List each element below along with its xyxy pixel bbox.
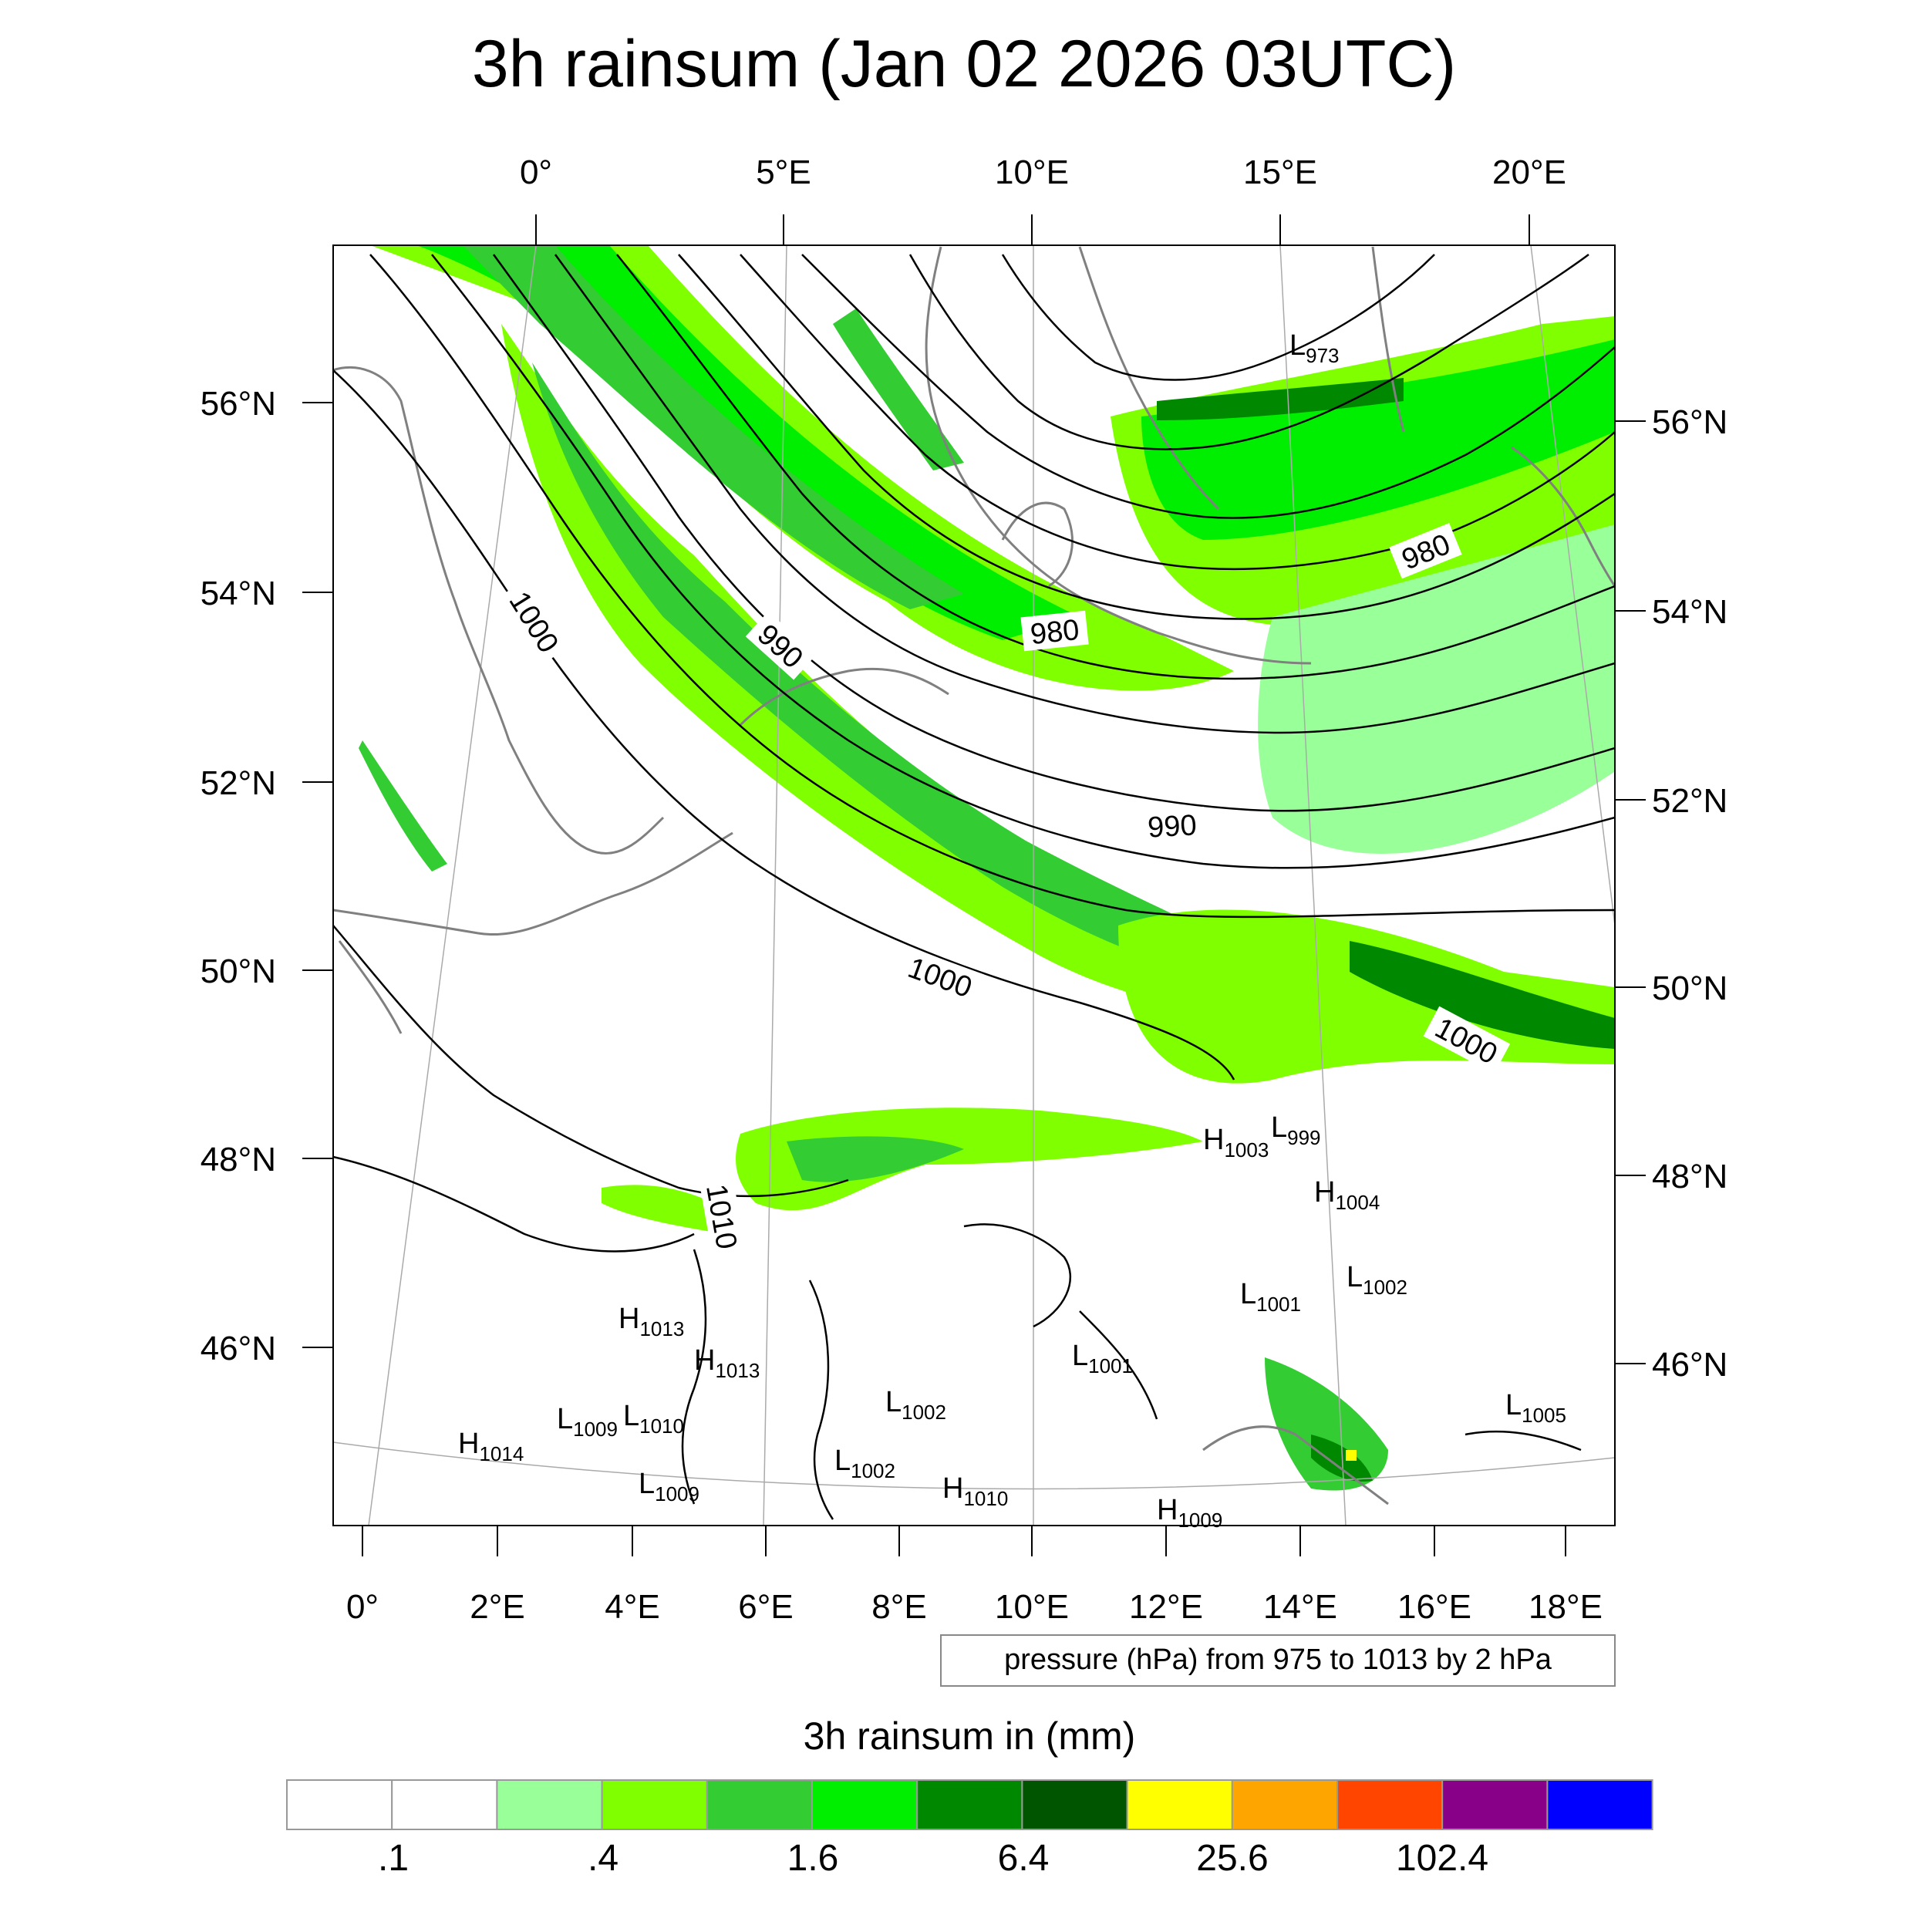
colorbar-swatch [1441,1779,1549,1830]
pressure-center: H1003 [1203,1124,1269,1162]
colorbar-swatch [706,1779,813,1830]
bottom-lon-label: 10°E [995,1588,1069,1626]
bottom-lon-label: 6°E [738,1588,793,1626]
left-lat-label: 54°N [201,575,276,612]
bottom-lon-label: 12°E [1129,1588,1203,1626]
top-lon-label: 15°E [1243,153,1317,191]
left-lat-label: 48°N [201,1141,276,1178]
colorbar-swatch [811,1779,918,1830]
map-title: 3h rainsum (Jan 02 2026 03UTC) [472,27,1456,101]
right-lat-label: 54°N [1652,593,1727,631]
top-lon-label: 5°E [756,153,811,191]
colorbar-label: 102.4 [1396,1838,1488,1879]
bottom-lon-label: 18°E [1529,1588,1603,1626]
pressure-center: L1010 [623,1400,684,1438]
colorbar-label: 25.6 [1196,1838,1268,1879]
right-lat-label: 50°N [1652,969,1727,1007]
top-lon-label: 10°E [995,153,1069,191]
pressure-note-text: pressure (hPa) from 975 to 1013 by 2 hPa [1004,1644,1552,1676]
colorbar-title: 3h rainsum in (mm) [804,1715,1136,1758]
left-lat-label: 50°N [201,953,276,990]
pressure-center: H1009 [1157,1494,1222,1532]
bottom-lon-label: 0° [346,1588,379,1626]
top-ticks [535,214,1530,245]
pressure-center: L1001 [1240,1278,1301,1316]
pressure-center: H1004 [1314,1176,1380,1214]
bottom-lon-label: 8°E [871,1588,926,1626]
left-lat-label: 56°N [201,385,276,423]
colorbar-swatch [1336,1779,1444,1830]
left-lat-label: 46°N [201,1330,276,1367]
pressure-center: L1005 [1505,1389,1566,1427]
right-lat-label: 56°N [1652,403,1727,441]
colorbar-swatch [1021,1779,1128,1830]
bottom-ticks [362,1526,1566,1556]
pressure-center: L973 [1289,329,1340,367]
colorbar-swatch [1546,1779,1653,1830]
pressure-center: H1013 [694,1344,760,1382]
colorbar-swatch [1231,1779,1339,1830]
left-lat-label: 52°N [201,764,276,802]
right-ticks [1615,420,1646,1364]
left-ticks [302,402,333,1348]
right-lat-label: 52°N [1652,782,1727,820]
pressure-center: H1014 [458,1428,524,1465]
pressure-center: L1002 [1347,1261,1407,1299]
pressure-center: L1002 [885,1386,946,1424]
colorbar-swatch [916,1779,1023,1830]
colorbar-swatch [601,1779,708,1830]
colorbar-label: .1 [378,1838,409,1879]
top-lon-label: 0° [520,153,552,191]
colorbar-label: 1.6 [787,1838,839,1879]
right-lat-label: 48°N [1652,1158,1727,1195]
pressure-center: L1001 [1072,1340,1133,1377]
colorbar-swatch [286,1779,393,1830]
colorbar-label: 6.4 [998,1838,1050,1879]
bottom-lon-label: 4°E [605,1588,659,1626]
isobar-label: 980 [1029,614,1080,651]
pressure-center: L1009 [639,1468,699,1505]
pressure-note: pressure (hPa) from 975 to 1013 by 2 hPa [940,1634,1616,1687]
colorbar-label: .4 [588,1838,619,1879]
bottom-lon-label: 16°E [1397,1588,1471,1626]
top-lon-label: 20°E [1492,153,1566,191]
pressure-center: L1002 [834,1445,895,1482]
colorbar-swatch [391,1779,498,1830]
pressure-center: H1013 [619,1303,684,1340]
pressure-center: L999 [1271,1111,1321,1149]
bottom-lon-label: 14°E [1263,1588,1337,1626]
pressure-center: H1010 [942,1472,1008,1510]
colorbar-swatch [496,1779,603,1830]
colorbar: 3h rainsum in (mm) .1 .4 1.6 6.4 25.6 10… [286,1715,1653,1879]
bottom-lon-label: 2°E [470,1588,524,1626]
coastlines [333,246,1615,1505]
map-panel: 0° 5°E 10°E 15°E 20°E 0° 2°E 4°E 6°E 8°E… [201,153,1728,1626]
right-lat-label: 46°N [1652,1346,1727,1384]
pressure-center: L1009 [557,1403,618,1441]
graticule [333,245,1615,1526]
colorbar-swatch [1126,1779,1233,1830]
isobar-label: 990 [1147,809,1198,844]
map-frame [332,244,1616,1526]
